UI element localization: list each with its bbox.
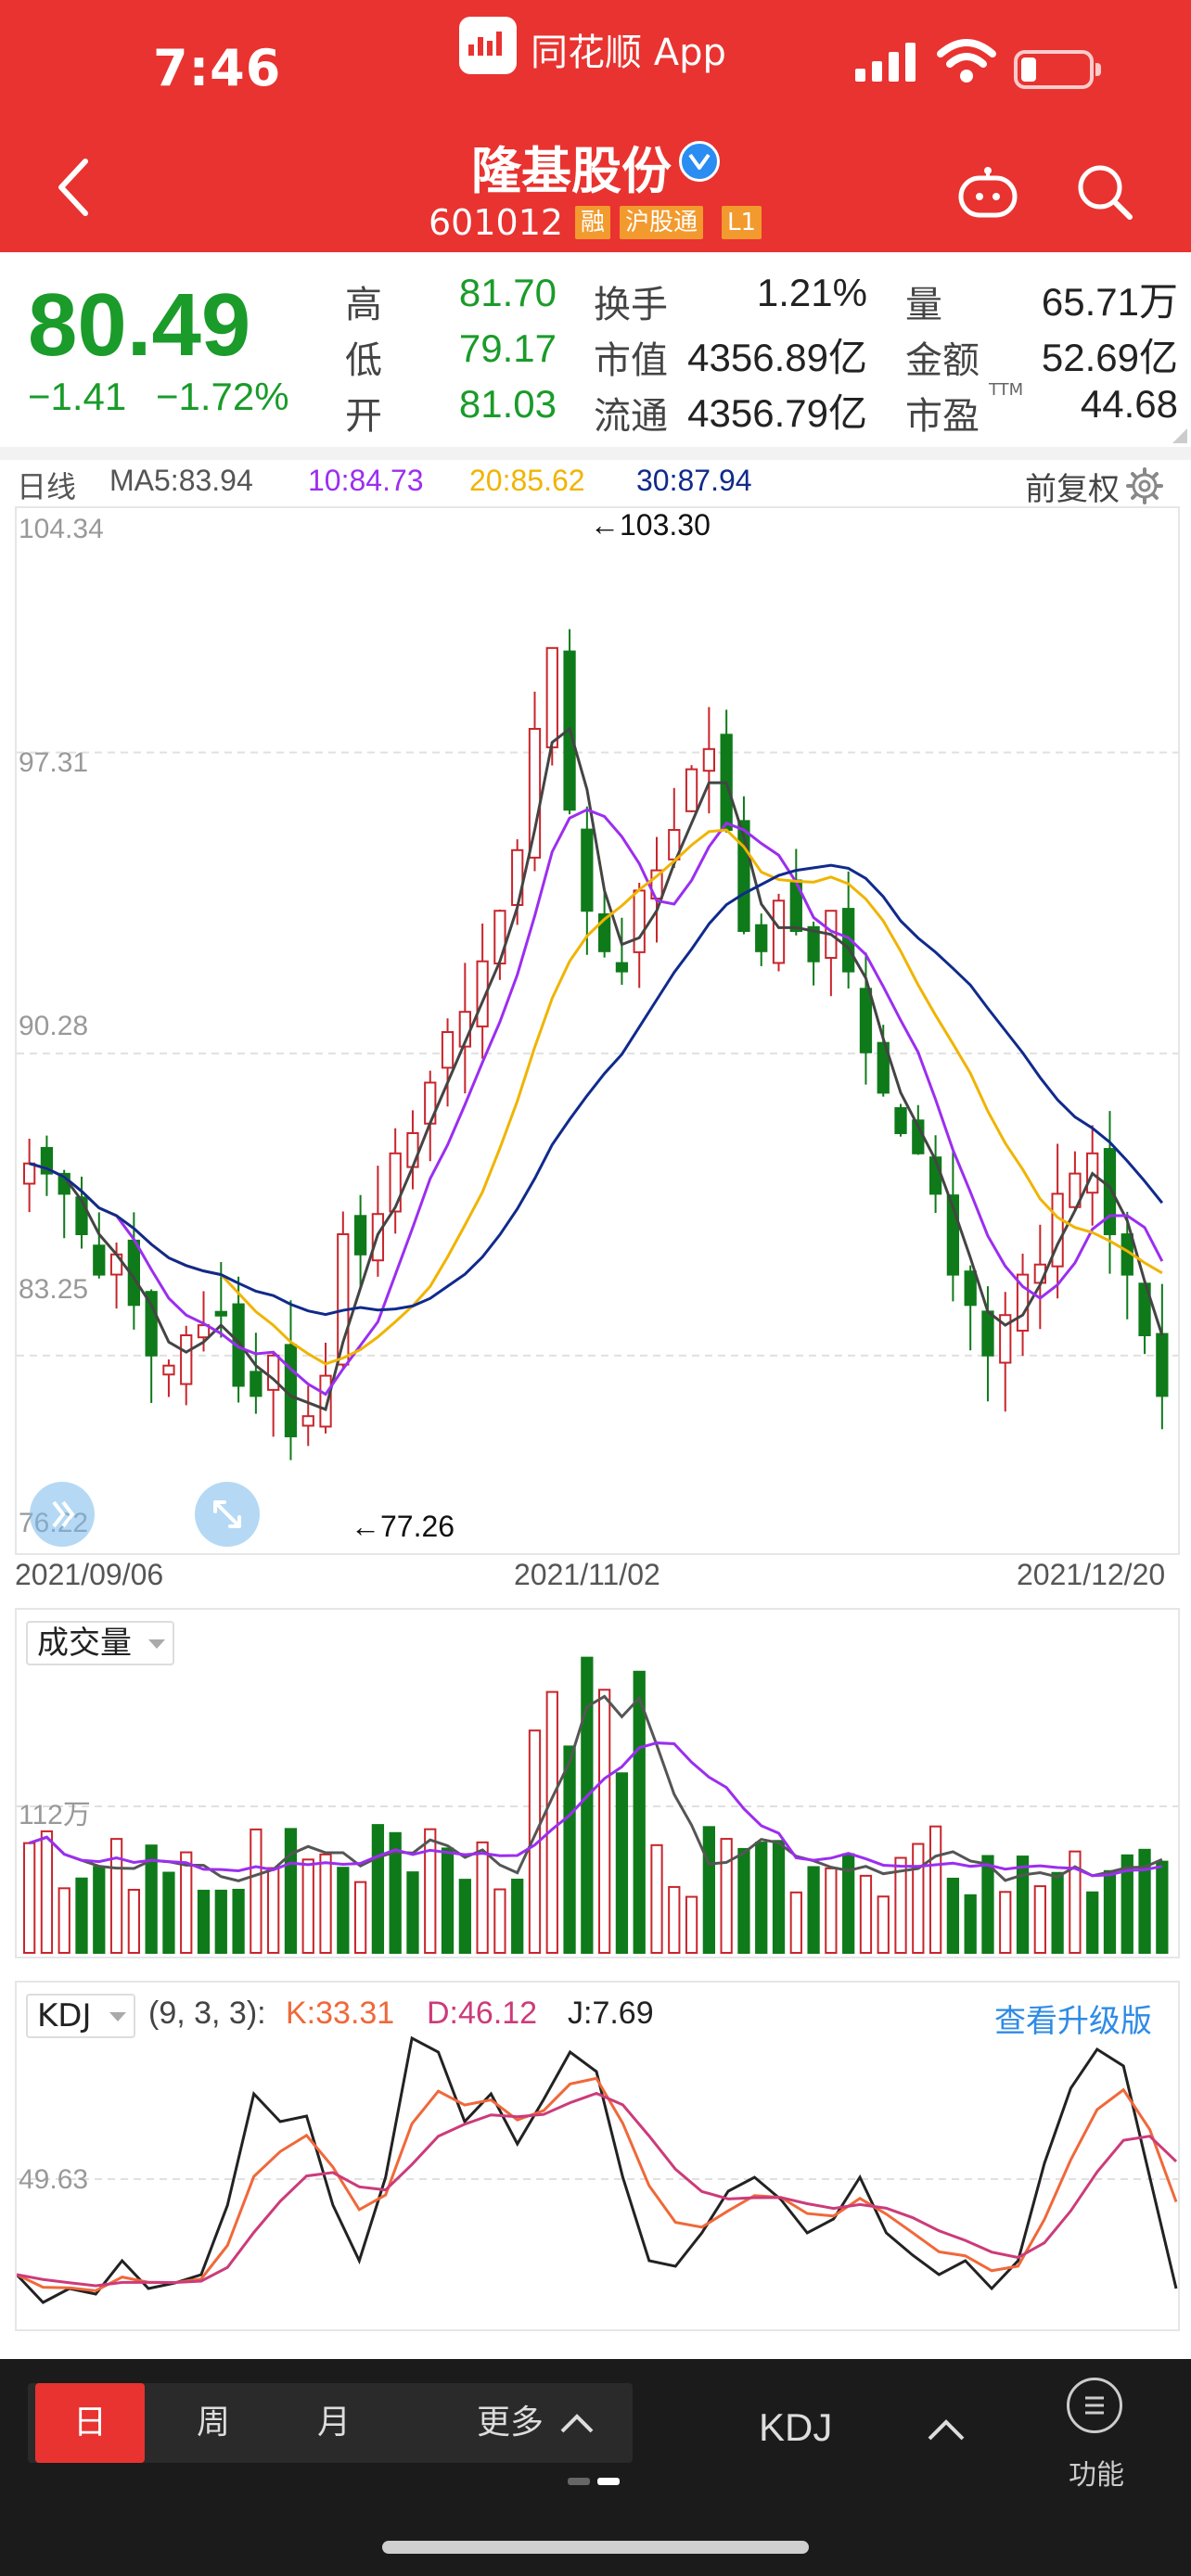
high-label: 高 [345,284,382,326]
search-icon[interactable] [1076,163,1133,221]
kdj-y-label: 49.63 [19,2164,89,2195]
kline-canvas [17,629,1178,1460]
kdj-params: (9, 3, 3): [148,1996,266,2031]
float-value: 4356.79亿 [687,391,867,435]
upgrade-link[interactable]: 查看升级版 [994,2004,1152,2039]
open-value: 81.03 [458,382,557,426]
function-menu-icon[interactable] [1067,2378,1122,2433]
low-label: 低 [345,339,382,382]
amount-value: 52.69亿 [1041,336,1178,379]
status-time: 7:46 [153,39,282,97]
pe-value: 44.68 [1080,382,1178,426]
section-divider [0,447,1191,460]
kdj-canvas [17,2035,1178,2304]
pe-label: 市盈 [905,395,980,438]
open-label: 开 [345,395,382,438]
mcap-label: 市值 [594,339,668,382]
expand-corner-icon[interactable] [1172,428,1187,443]
kdj-indicator-dropdown[interactable]: KDJ [26,1994,135,2038]
kdj-chart[interactable]: 49.63 KDJ (9, 3, 3): K:33.31 D:46.12 J:7… [15,1981,1180,2331]
ma-legend: 日线 MA5:83.94 10:84.73 20:85.62 30:87.94 … [0,460,1191,507]
dropdown-arrow-icon [148,1639,165,1649]
price-change: −1.41 [28,375,127,418]
volume-canvas [17,1656,1178,1955]
app-logo-icon [459,17,517,74]
function-label[interactable]: 功能 [1069,2459,1124,2492]
indicator-switch-button[interactable]: KDJ [759,2405,833,2449]
app-name: 同花顺 App [531,32,726,74]
high-marker: ←103.30 [590,508,711,542]
ma5-value: MA5:83.94 [109,464,253,497]
quote-panel: 80.49 −1.41 −1.72% 高 81.70 低 79.17 开 81.… [0,252,1191,447]
current-price: 80.49 [28,275,251,375]
ma10-value: 10:84.73 [308,464,424,497]
turnover-label: 换手 [594,284,668,326]
back-icon[interactable] [56,158,93,217]
kdj-d-value: D:46.12 [427,1996,538,2031]
date-start: 2021/09/06 [15,1558,164,1591]
margin-tag: 融 [575,206,611,239]
volume-indicator-label: 成交量 [37,1625,132,1662]
y-label-4: 83.25 [19,1274,89,1305]
volume-y-label: 112万 [19,1800,91,1830]
volume-value: 65.71万 [1041,280,1178,324]
amount-label: 金额 [905,339,980,382]
page-dot [568,2478,590,2485]
chevron-up-icon[interactable] [926,2415,967,2442]
bottom-toolbar: 日 周 月 更多 KDJ 功能 [0,2359,1191,2576]
low-value: 79.17 [458,326,557,370]
kline-chart[interactable]: 104.34 97.31 90.28 83.25 76.22 ←103.30 ←… [15,506,1180,1555]
signal-icon [855,43,916,82]
low-marker: ←77.26 [351,1510,455,1543]
date-end: 2021/12/20 [1017,1558,1166,1591]
page-dot-active [597,2478,620,2485]
dropdown-arrow-icon [109,2012,126,2021]
volume-label: 量 [905,284,942,326]
fullscreen-button[interactable] [195,1482,260,1547]
y-label-2: 97.31 [19,747,89,778]
app-header: 7:46 同花顺 App 隆基股份 601012 融 沪股通 L1 [0,0,1191,252]
stock-code: 601012 [429,202,564,243]
chevron-up-icon[interactable] [558,2409,596,2435]
kdj-k-value: K:33.31 [286,1996,395,2031]
connect-tag: 沪股通 [620,206,704,239]
level-tag: L1 [722,206,762,239]
wifi-icon [937,39,996,83]
robot-assistant-icon[interactable] [957,167,1018,219]
y-label-3: 90.28 [19,1011,89,1041]
verified-icon [679,141,720,182]
period-day-tab[interactable]: 日 [35,2383,145,2463]
turnover-value: 1.21% [756,271,867,314]
period-more-tab[interactable]: 更多 [476,2404,544,2442]
price-change-pct: −1.72% [156,375,289,418]
period-month-tab[interactable]: 月 [316,2404,351,2442]
stock-name: 隆基股份 [471,142,672,200]
date-mid: 2021/11/02 [514,1558,660,1591]
period-selector: 日 周 月 更多 [28,2383,633,2463]
settings-gear-icon[interactable] [1126,467,1163,504]
y-label-max: 104.34 [19,514,104,544]
kdj-indicator-label: KDJ [37,1997,92,2034]
period-label: 日线 [17,470,77,504]
volume-indicator-dropdown[interactable]: 成交量 [26,1621,174,1665]
kdj-j-value: J:7.69 [568,1996,654,2031]
battery-icon [1014,50,1101,89]
period-week-tab[interactable]: 周 [196,2404,230,2442]
pe-ttm-sup: TTM [989,380,1024,400]
high-value: 81.70 [458,271,557,314]
mcap-value: 4356.89亿 [687,336,867,379]
ma20-value: 20:85.62 [469,464,585,497]
volume-chart[interactable]: 112万 成交量 [15,1608,1180,1958]
ma30-value: 30:87.94 [636,464,752,497]
home-indicator [382,2541,809,2554]
scroll-left-button[interactable] [30,1482,95,1547]
float-label: 流通 [594,395,668,438]
adjust-button[interactable]: 前复权 [1025,472,1120,507]
